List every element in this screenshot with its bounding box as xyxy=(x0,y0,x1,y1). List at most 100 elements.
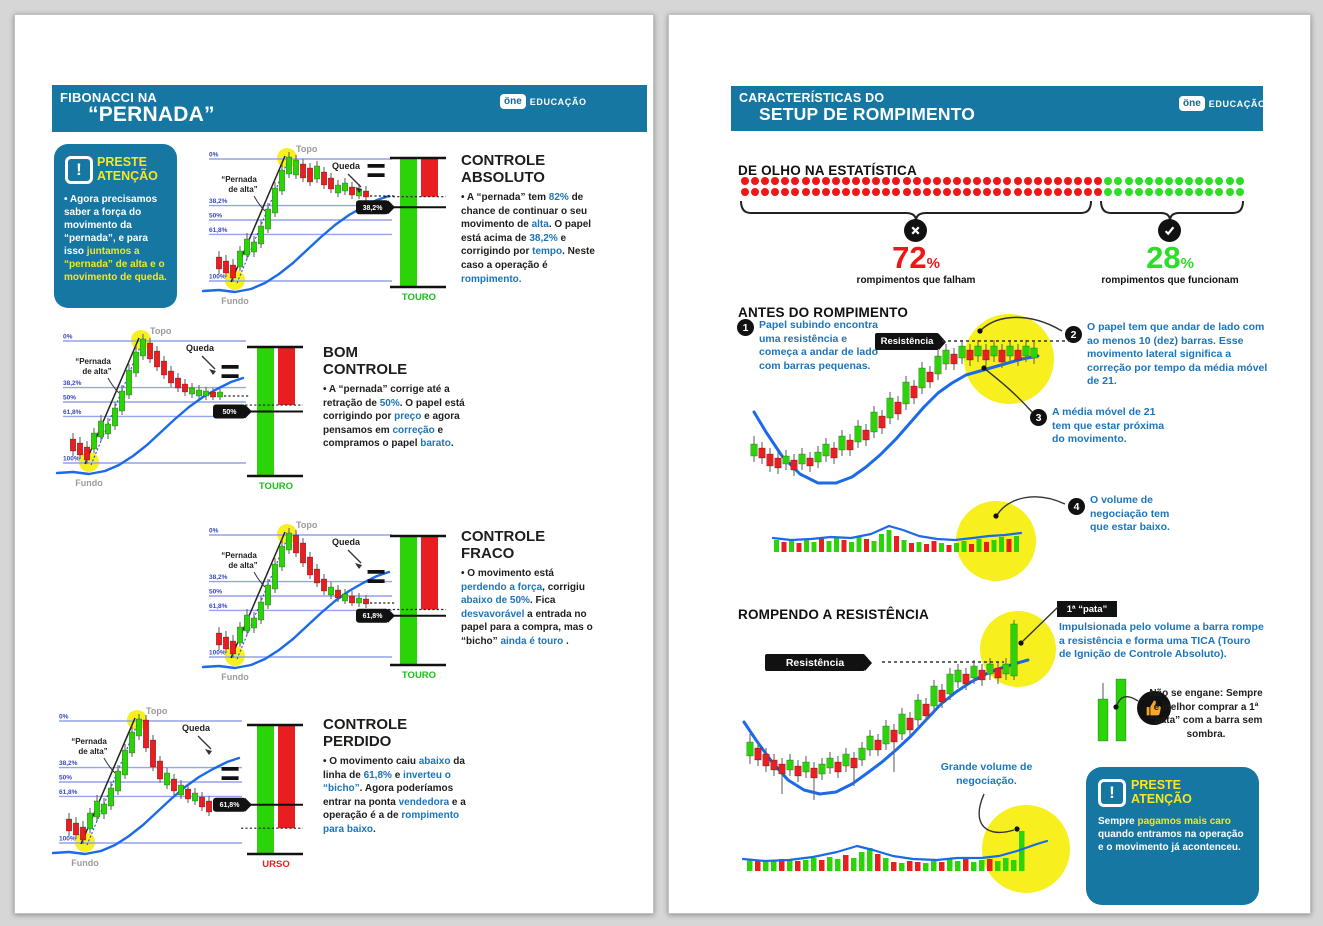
right-header-bar: CARACTERÍSTICAS DO SETUP DE ROMPIMENTO ö… xyxy=(731,86,1266,131)
left-header-line2: “PERNADA” xyxy=(88,103,215,126)
svg-text:38,2%: 38,2% xyxy=(363,205,384,212)
section-title-4: CONTROLE PERDIDO xyxy=(323,716,408,750)
section-title-3: CONTROLE FRACO xyxy=(461,528,546,562)
svg-text:Topo: Topo xyxy=(150,326,172,336)
retracement-bars-2: 50% TOURO xyxy=(213,345,303,492)
attention-title: PRESTE ATENÇÃO xyxy=(97,155,158,183)
step-2-text: O papel tem que andar de lado com ao men… xyxy=(1087,321,1268,387)
svg-text:de alta”: de alta” xyxy=(228,185,257,194)
equals-sign-1: = xyxy=(366,152,386,190)
svg-text:Topo: Topo xyxy=(296,144,318,154)
thumbs-up-icon xyxy=(1137,691,1171,725)
svg-text:TOURO: TOURO xyxy=(402,670,436,681)
step-3-badge: 3 xyxy=(1030,409,1047,426)
section-title-2: BOM CONTROLE xyxy=(323,344,408,378)
svg-text:URSO: URSO xyxy=(262,859,289,870)
statistic-dots xyxy=(741,177,1253,199)
one-logo-mark: öne xyxy=(1179,96,1205,111)
dot-row xyxy=(741,177,1253,188)
svg-text:61,8%: 61,8% xyxy=(63,409,82,416)
attention-body: Sempre pagamos mais caro quando entramos… xyxy=(1098,816,1244,853)
svg-text:38,2%: 38,2% xyxy=(209,574,228,581)
left-header-line1: FIBONACCI NA xyxy=(60,90,158,105)
pata-tag: 1ª “pata” xyxy=(1057,601,1117,617)
section-body-2: • A “pernada” corrige até a retração de … xyxy=(323,384,465,450)
one-educacao-logo: öne EDUCAÇÃO xyxy=(500,94,587,109)
engane-text: Não se engane: Sempre é melhor comprar a… xyxy=(1149,688,1263,740)
exclamation-icon: ! xyxy=(65,156,93,184)
pata-text: Impulsionada pelo volume a barra rompe a… xyxy=(1059,621,1264,660)
page-setup-rompimento: CARACTERÍSTICAS DO SETUP DE ROMPIMENTO ö… xyxy=(668,14,1311,914)
volume-chart-rompendo xyxy=(741,831,1049,871)
svg-text:61,8%: 61,8% xyxy=(220,802,241,809)
right-header-line1: CARACTERÍSTICAS DO xyxy=(739,91,885,105)
win-label: rompimentos que funcionam xyxy=(1101,275,1239,286)
section-body-1: • A “pernada” tem 82% de chance de conti… xyxy=(461,192,595,285)
svg-text:100%: 100% xyxy=(59,836,76,843)
fail-percentage: 72% xyxy=(892,240,940,275)
svg-text:0%: 0% xyxy=(59,714,69,721)
svg-text:100%: 100% xyxy=(63,456,80,463)
svg-text:0%: 0% xyxy=(63,334,73,341)
svg-text:TOURO: TOURO xyxy=(259,481,293,492)
attention-body: • Agora precisamos saber a força do movi… xyxy=(64,194,167,283)
section-title-1: CONTROLE ABSOLUTO xyxy=(461,152,546,186)
svg-text:Topo: Topo xyxy=(296,520,318,530)
svg-text:Fundo: Fundo xyxy=(71,858,99,868)
svg-text:de alta”: de alta” xyxy=(82,367,111,376)
attention-box-left: ! PRESTE ATENÇÃO • Agora precisamos saber… xyxy=(54,144,177,308)
svg-text:TOURO: TOURO xyxy=(402,292,436,303)
dot-row xyxy=(741,188,1253,199)
svg-text:Queda: Queda xyxy=(182,723,211,733)
pata-candles xyxy=(1097,678,1127,742)
retracement-bars-3: 61,8% TOURO xyxy=(356,534,446,681)
svg-text:38,2%: 38,2% xyxy=(209,198,228,205)
svg-text:100%: 100% xyxy=(209,650,226,657)
svg-text:50%: 50% xyxy=(222,409,237,416)
step-3-text: A média móvel de 21 tem que estar próxim… xyxy=(1052,406,1165,445)
price-chart-rompendo xyxy=(742,620,1030,800)
win-check-icon xyxy=(1158,219,1181,242)
retracement-bars-4: 61,8% URSO xyxy=(213,723,303,870)
one-educacao-logo-right: öne EDUCAÇÃO xyxy=(1179,96,1266,111)
equals-sign-3: = xyxy=(366,558,386,596)
svg-text:38,2%: 38,2% xyxy=(59,760,78,767)
rompendo-heading: ROMPENDO A RESISTÊNCIA xyxy=(738,607,929,622)
left-header-bar: FIBONACCI NA “PERNADA” öne EDUCAÇÃO xyxy=(52,85,647,132)
svg-text:Fundo: Fundo xyxy=(221,672,249,682)
svg-text:61,8%: 61,8% xyxy=(363,613,384,620)
svg-text:Fundo: Fundo xyxy=(75,478,103,488)
fail-x-icon xyxy=(904,219,927,242)
svg-text:0%: 0% xyxy=(209,528,219,535)
step-4-text: O volume de negociação tem que estar bai… xyxy=(1090,494,1170,533)
svg-text:de alta”: de alta” xyxy=(228,561,257,570)
svg-text:“Pernada: “Pernada xyxy=(221,175,257,184)
stats-heading: DE OLHO NA ESTATÍSTICA xyxy=(738,163,917,178)
svg-text:38,2%: 38,2% xyxy=(63,380,82,387)
section-body-4: • O movimento caiu abaixo da linha de 61… xyxy=(323,756,466,835)
step-2-badge: 2 xyxy=(1065,326,1082,343)
price-chart-antes xyxy=(750,340,1040,485)
step-1-text: Papel subindo encontra uma resistência e… xyxy=(759,319,879,372)
one-logo-text: EDUCAÇÃO xyxy=(529,96,587,107)
step-4-badge: 4 xyxy=(1068,498,1085,515)
svg-text:Topo: Topo xyxy=(146,706,168,716)
section-body-3: • O movimento está perdendo a força, cor… xyxy=(461,568,593,647)
right-header-line2: SETUP DE ROMPIMENTO xyxy=(759,104,976,124)
svg-text:“Pernada: “Pernada xyxy=(221,551,257,560)
svg-text:“Pernada: “Pernada xyxy=(71,737,107,746)
attention-title: PRESTE ATENÇÃO xyxy=(1131,778,1192,806)
retracement-bars-1: 38,2% TOURO xyxy=(356,156,446,303)
one-logo-mark: öne xyxy=(500,94,526,109)
svg-text:Fundo: Fundo xyxy=(221,296,249,306)
svg-text:Queda: Queda xyxy=(332,537,361,547)
fail-label: rompimentos que falham xyxy=(856,275,976,286)
svg-text:61,8%: 61,8% xyxy=(59,789,78,796)
win-percentage: 28% xyxy=(1146,240,1194,275)
svg-text:de alta”: de alta” xyxy=(78,747,107,756)
tag-tip xyxy=(865,654,872,671)
